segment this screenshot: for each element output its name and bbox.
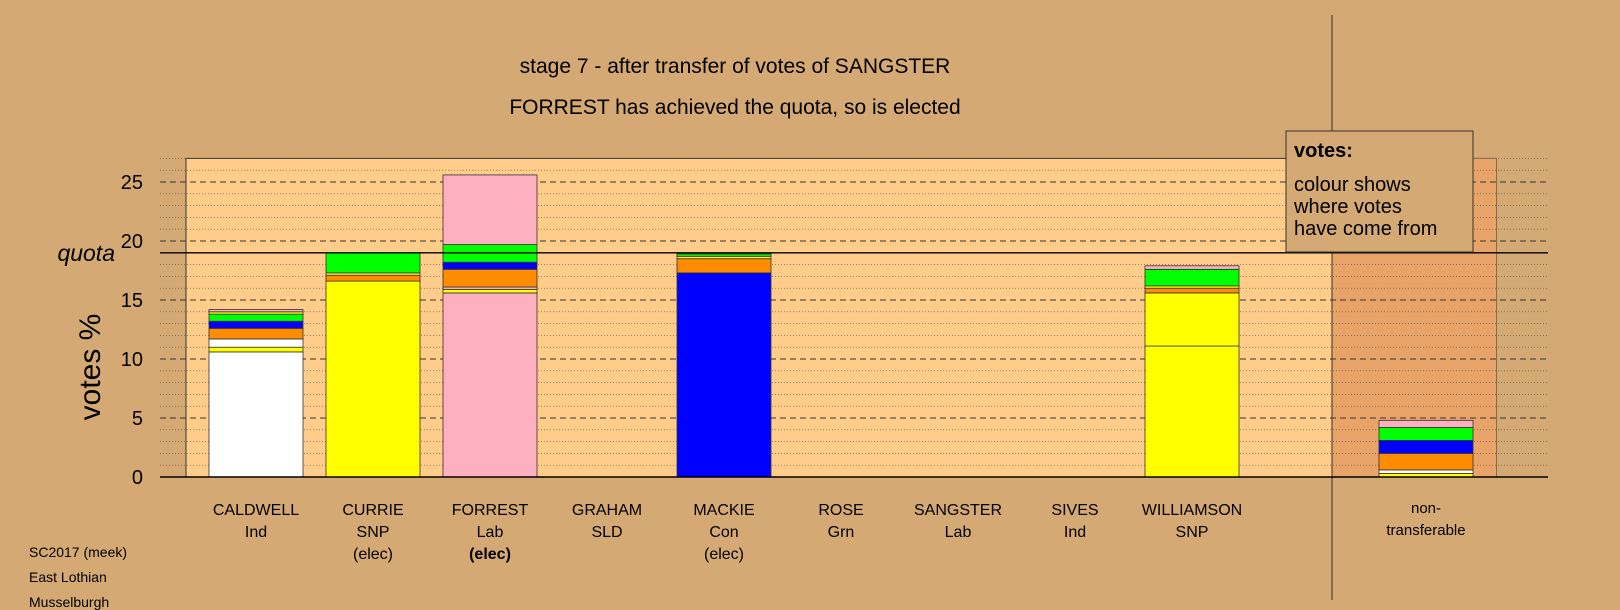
quota-label: quota (57, 240, 115, 266)
bar-forrest-segment (442, 268, 538, 288)
candidate-name: CALDWELL (213, 502, 299, 519)
candidate-party: Con (709, 524, 738, 541)
bar-nontransferable-segment (1378, 419, 1474, 428)
bar-nontransferable-segment (1378, 469, 1474, 474)
footer-ward: Musselburgh (29, 594, 110, 610)
candidate-name: MACKIE (693, 502, 754, 519)
bar-williamson-segment (1144, 287, 1240, 294)
y-tick-label: 15 (121, 290, 143, 312)
y-axis-label: votes % (74, 314, 107, 421)
bar-caldwell-segment (208, 327, 304, 340)
bar-caldwell-segment (208, 320, 304, 329)
bar-mackie-segment (676, 258, 772, 274)
bar-nontransferable-segment (1378, 440, 1474, 454)
candidate-party: SLD (591, 524, 622, 541)
y-tick-label: 10 (121, 349, 143, 371)
bar-williamson-segment (1144, 265, 1240, 270)
legend-text: have come from (1294, 218, 1437, 240)
bar-williamson-segment (1144, 345, 1240, 478)
bar-mackie-segment (676, 272, 772, 478)
candidate-name: SIVES (1051, 502, 1098, 519)
bar-williamson-segment (1144, 292, 1240, 347)
candidate-status: (elec) (469, 546, 511, 563)
bar-caldwell-segment (208, 351, 304, 478)
candidate-party: Lab (945, 524, 972, 541)
candidate-party: SNP (357, 524, 390, 541)
candidate-name: ROSE (818, 502, 863, 519)
legend-title: votes: (1294, 140, 1353, 162)
chart-subtitle: FORREST has achieved the quota, so is el… (509, 96, 960, 119)
candidate-party: Grn (828, 524, 855, 541)
bar-nontransferable-segment (1378, 452, 1474, 471)
y-tick-label: 5 (132, 408, 143, 430)
bar-forrest-segment (442, 288, 538, 294)
bar-caldwell-segment (208, 313, 304, 322)
footer-election: SC2017 (meek) (29, 544, 128, 560)
bar-caldwell-segment (208, 346, 304, 353)
candidate-party: Lab (477, 524, 504, 541)
nontransferable-label: transferable (1386, 522, 1465, 539)
legend-text: colour shows (1294, 174, 1411, 196)
bar-caldwell-segment (208, 309, 304, 313)
nontransferable-label: non- (1411, 500, 1441, 517)
candidate-party: SNP (1176, 524, 1209, 541)
y-tick-label: 20 (121, 231, 143, 253)
y-tick-label: 25 (121, 172, 143, 194)
bar-forrest-segment (442, 292, 538, 478)
candidate-name: GRAHAM (572, 502, 642, 519)
candidate-name: WILLIAMSON (1142, 502, 1242, 519)
candidate-party: Ind (245, 524, 267, 541)
candidate-party: Ind (1064, 524, 1086, 541)
bar-currie-segment (325, 252, 421, 274)
y-tick-label: 0 (132, 467, 143, 489)
bar-caldwell-segment (208, 338, 304, 348)
bar-forrest-segment (442, 261, 538, 270)
footer-council: East Lothian (29, 569, 107, 585)
bar-currie-segment (325, 274, 421, 282)
chart-title: stage 7 - after transfer of votes of SAN… (520, 55, 951, 78)
candidate-status: (elec) (353, 546, 393, 563)
bar-williamson-segment (1144, 268, 1240, 287)
candidate-name: CURRIE (342, 502, 403, 519)
candidate-name: FORREST (452, 502, 529, 519)
candidate-name: SANGSTER (914, 502, 1002, 519)
candidate-status: (elec) (704, 546, 744, 563)
legend-box (1285, 130, 1474, 253)
legend-text: where votes (1293, 196, 1402, 218)
bar-nontransferable-segment (1378, 427, 1474, 441)
bar-forrest-segment (442, 174, 538, 245)
bar-currie-segment (325, 280, 421, 478)
